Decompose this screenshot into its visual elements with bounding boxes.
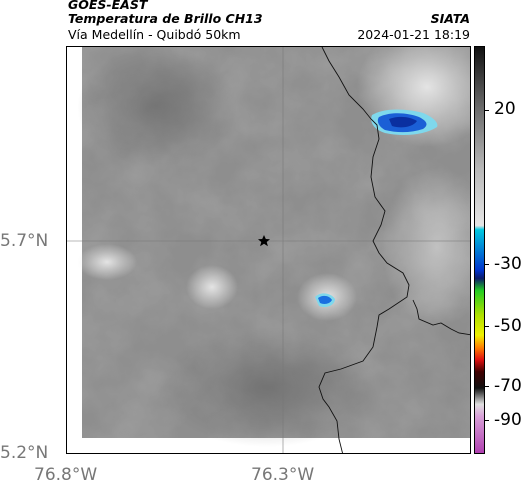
timestamp-label: 2024-01-21 18:19: [357, 27, 470, 42]
temperature-colorbar: [474, 46, 485, 454]
lat-tick-label: 5.2°N: [0, 443, 49, 463]
brightness-temperature-field: [77, 47, 470, 447]
colorbar-tick: [485, 420, 489, 421]
department-borders: [318, 47, 470, 453]
region-subtitle: Vía Medellín - Quibdó 50km: [68, 27, 241, 42]
colorbar-tick: [485, 110, 489, 111]
cold-cloud-top-south: [315, 293, 335, 308]
colorbar-label: 20: [494, 99, 516, 119]
graticule: [67, 47, 470, 453]
colorbar-label: -70: [494, 376, 522, 396]
colorbar-label: -90: [494, 410, 522, 430]
colorbar-label: -50: [494, 316, 522, 336]
cold-cloud-top-north: [371, 109, 438, 135]
colorbar-tick: [485, 326, 489, 327]
product-title: Temperatura de Brillo CH13: [68, 11, 263, 26]
colorbar-tick: [485, 386, 489, 387]
colorbar-label: -30: [494, 254, 522, 274]
star-icon: [258, 235, 270, 247]
satellite-map[interactable]: [66, 46, 471, 454]
satellite-imagery: [67, 47, 470, 453]
satellite-title: GOES-EAST: [68, 0, 148, 12]
organization-label: SIATA: [430, 11, 470, 26]
lon-tick-label: 76.8°W: [34, 465, 98, 485]
lon-tick-label: 76.3°W: [251, 465, 315, 485]
colorbar-tick: [485, 264, 489, 265]
lat-tick-label: 5.7°N: [0, 231, 49, 251]
